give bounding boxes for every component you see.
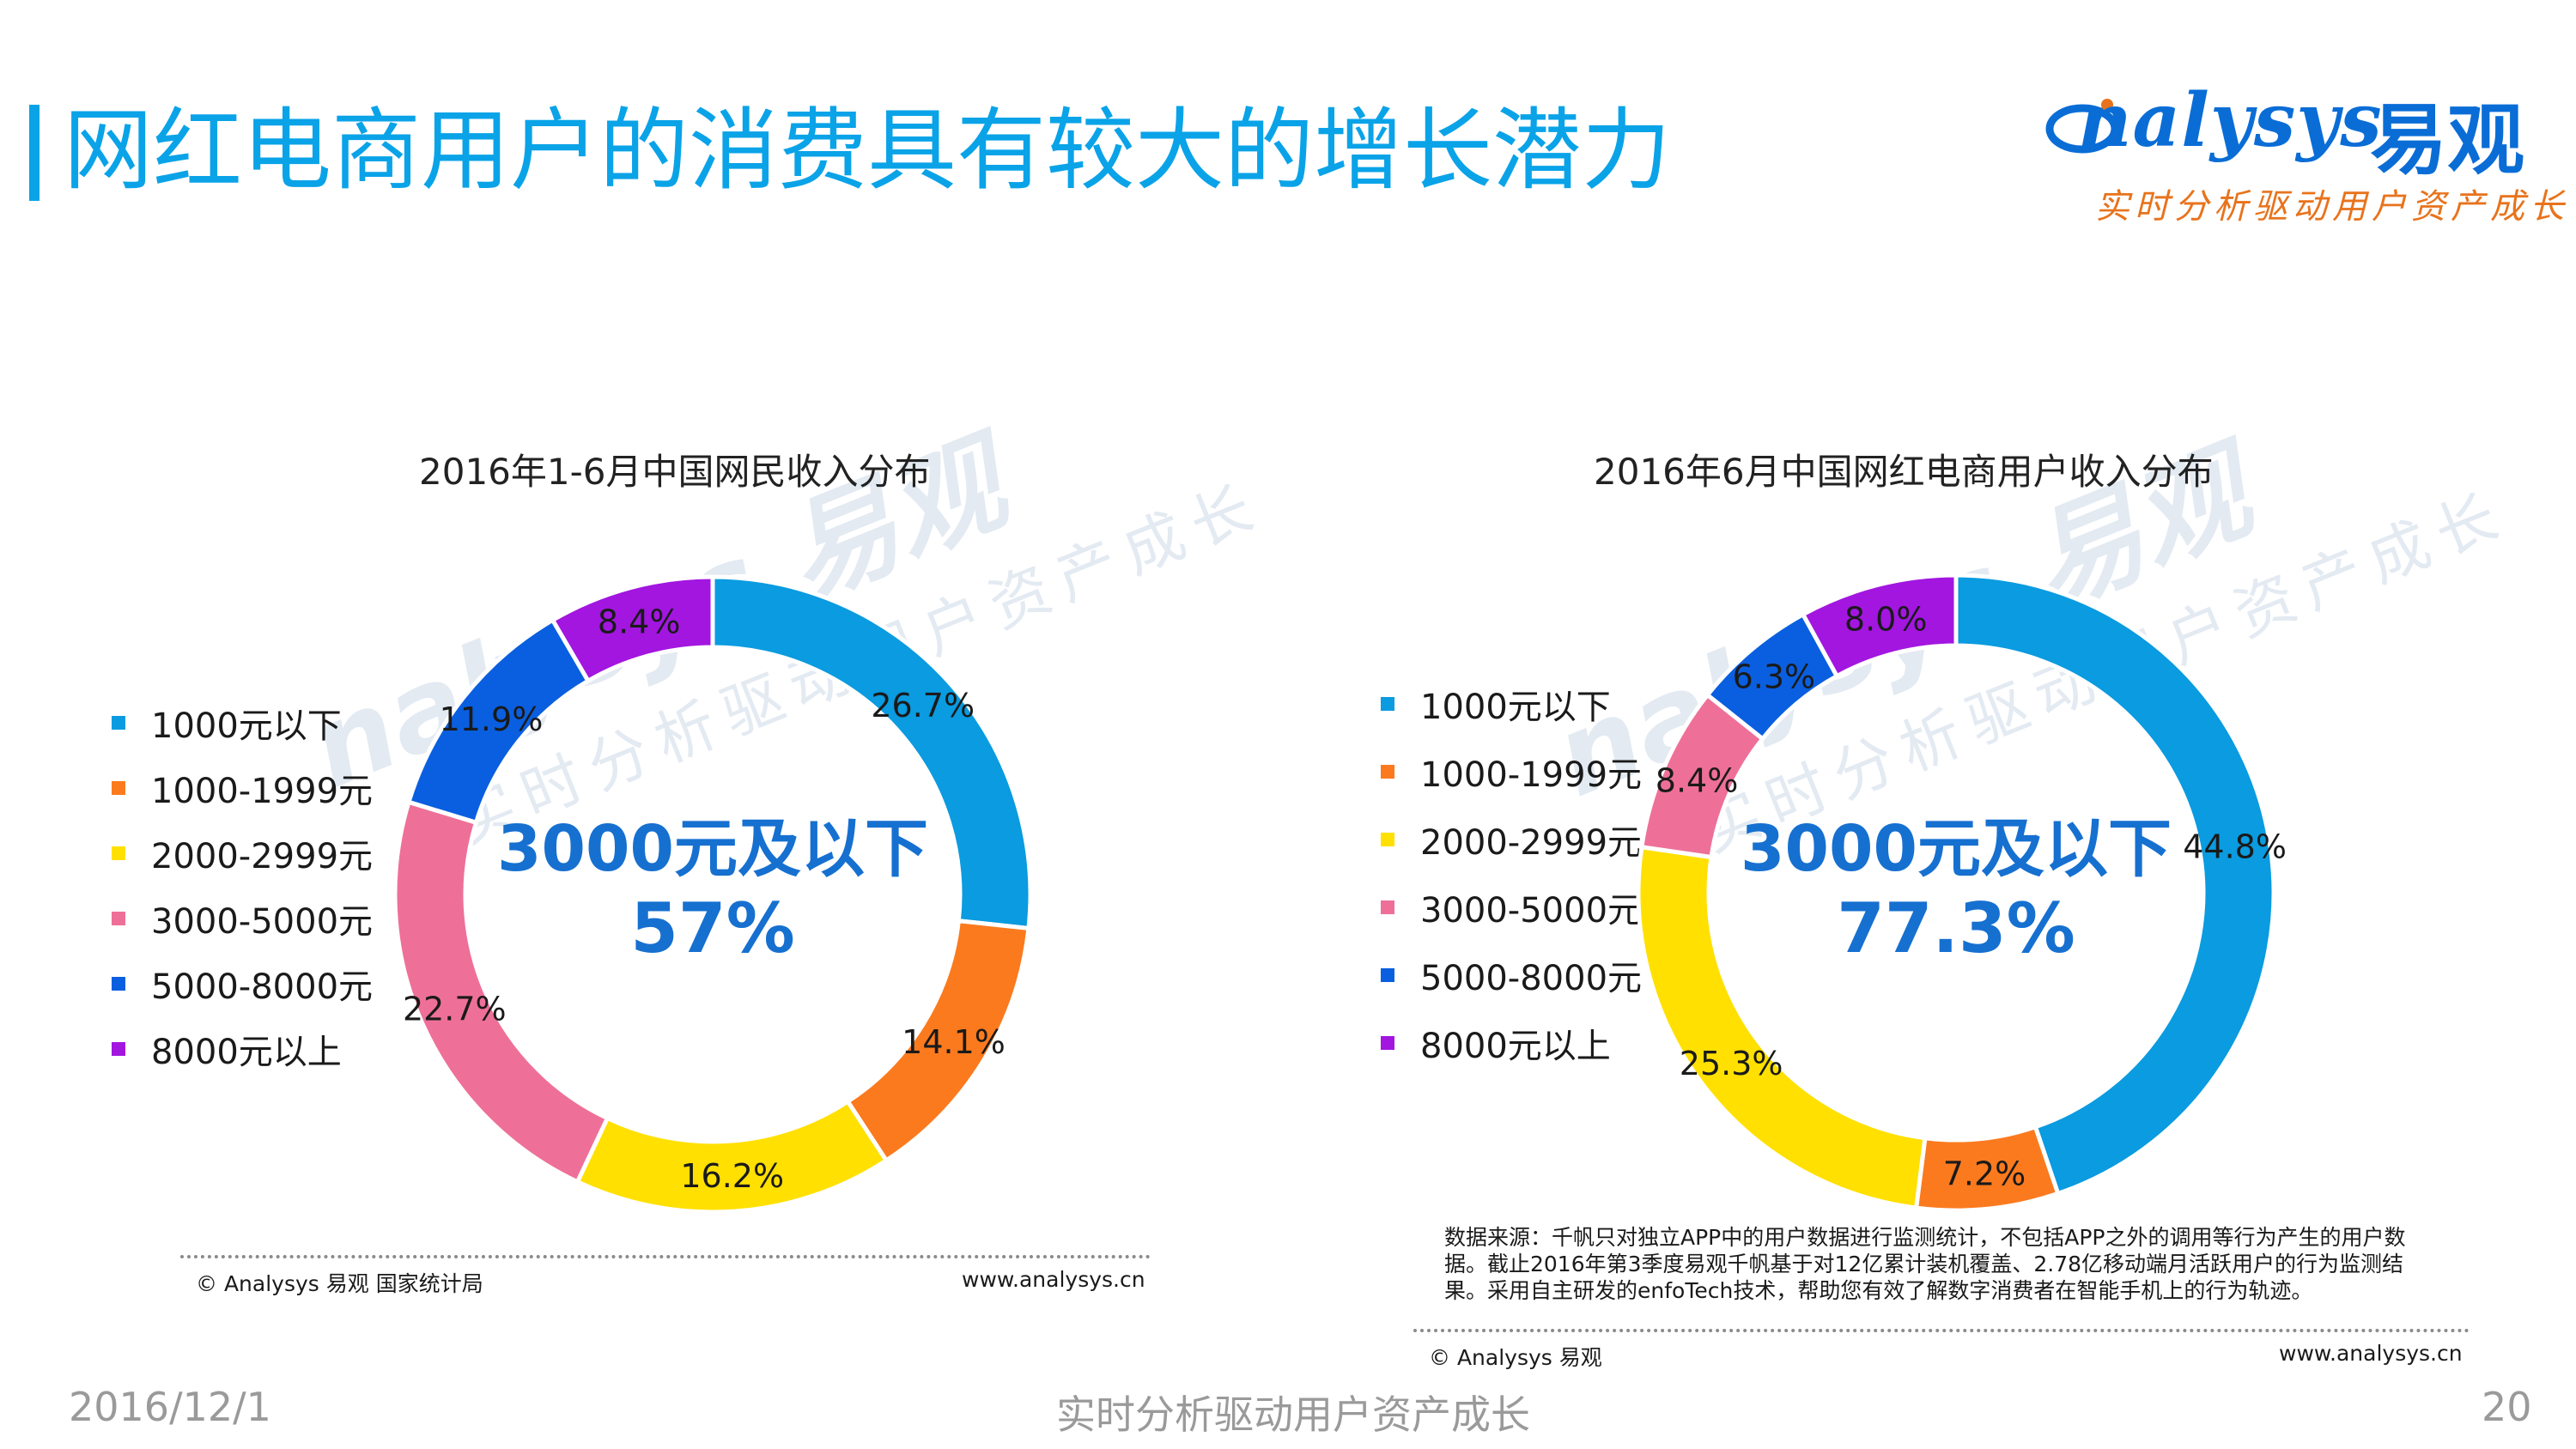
chart-2-source-right: www.analysys.cn: [2279, 1341, 2463, 1366]
chart-1-legend-item: 8000元以上: [112, 1016, 373, 1082]
legend-label: 1000元以下: [1420, 687, 1611, 727]
legend-swatch: [1381, 900, 1394, 914]
legend-swatch: [1381, 764, 1394, 779]
title-accent-bar: [29, 105, 39, 201]
chart-2-center-line1: 3000元及以下: [1741, 812, 2172, 886]
chart-1-legend-item: 1000-1999元: [112, 755, 373, 821]
slice-data-label: 25.3%: [1680, 1045, 1783, 1082]
donut-slice: [550, 574, 715, 684]
slice-data-label: 14.1%: [902, 1023, 1005, 1061]
slice-data-label: 26.7%: [871, 687, 975, 724]
legend-swatch: [112, 912, 125, 925]
chart-1-legend-item: 1000元以下: [112, 690, 373, 755]
slice-data-label: 44.8%: [2183, 828, 2287, 865]
footer-slogan: 实时分析驱动用户资产成长: [1056, 1391, 1530, 1438]
chart-2-legend-item: 1000-1999元: [1381, 737, 1642, 805]
chart-2-legend-item: 3000-5000元: [1381, 873, 1642, 941]
slice-data-label: 6.3%: [1733, 658, 1816, 695]
legend-swatch: [1381, 832, 1394, 846]
slice-data-label: 7.2%: [1943, 1155, 2026, 1192]
legend-swatch: [112, 977, 125, 991]
chart-2-legend-item: 8000元以上: [1381, 1009, 1642, 1076]
chart-1-center-line2: 57%: [630, 888, 795, 968]
chart-2-legend-item: 2000-2999元: [1381, 805, 1642, 873]
donut-slice: [1800, 573, 1959, 680]
chart-2-legend-item: 1000元以下: [1381, 670, 1642, 737]
legend-swatch: [112, 846, 125, 860]
legend-label: 1000-1999元: [1420, 755, 1643, 795]
slice-data-label: 8.4%: [598, 603, 681, 640]
analysys-logo: nalysys 易观 实时分析驱动用户资产成长: [2044, 77, 2564, 227]
chart-2-data-note: 数据来源：千帆只对独立APP中的用户数据进行监测统计，不包括APP之外的调用等行…: [1444, 1225, 2406, 1303]
chart-1-title: 2016年1-6月中国网民收入分布: [419, 451, 931, 493]
legend-label: 2000-2999元: [1420, 822, 1643, 863]
footer-page-number: 20: [2482, 1384, 2532, 1430]
chart-1-source-left: © Analysys 易观 国家统计局: [196, 1271, 483, 1296]
legend-swatch: [112, 1042, 125, 1056]
chart-1-donut: 26.7% 14.1% 16.2% 22.7% 11.9% 8.4%: [392, 574, 1033, 1215]
legend-label: 3000-5000元: [151, 902, 374, 942]
footer-date: 2016/12/1: [69, 1384, 271, 1430]
chart-2-center-line2: 77.3%: [1837, 888, 2075, 968]
legend-label: 3000-5000元: [1420, 890, 1643, 931]
chart-2-legend: 1000元以下 1000-1999元 2000-2999元 3000-5000元…: [1381, 670, 1642, 1076]
chart-2-source-left: © Analysys 易观: [1429, 1345, 1602, 1370]
chart-1-legend-item: 3000-5000元: [112, 886, 373, 951]
logo-cn-name: 易观: [2370, 95, 2524, 185]
legend-label: 8000元以上: [1420, 1026, 1611, 1066]
slice-data-label: 8.4%: [1656, 761, 1739, 799]
chart-2-legend-item: 5000-8000元: [1381, 941, 1642, 1009]
logo-orbit-icon: [2045, 99, 2119, 154]
logo-wordmark: nalysys: [2078, 77, 2383, 164]
logo-slogan: 实时分析驱动用户资产成长: [2095, 187, 2569, 227]
slice-data-label: 11.9%: [440, 700, 544, 738]
legend-swatch: [112, 716, 125, 730]
chart-1-center-line1: 3000元及以下: [497, 812, 928, 886]
legend-label: 5000-8000元: [151, 967, 374, 1007]
slice-data-label: 16.2%: [680, 1157, 784, 1195]
chart-1-source-right: www.analysys.cn: [962, 1267, 1145, 1292]
legend-label: 8000元以上: [151, 1033, 342, 1072]
chart-2-center-label: 3000元及以下 77.3%: [1724, 810, 2188, 970]
donut-slice: [1953, 573, 2276, 1197]
chart-1-legend-item: 5000-8000元: [112, 951, 373, 1016]
legend-swatch: [1381, 1035, 1394, 1050]
legend-swatch: [1381, 967, 1394, 982]
legend-label: 1000-1999元: [151, 772, 374, 811]
slice-data-label: 22.7%: [403, 991, 507, 1028]
chart-1-divider: [180, 1255, 1151, 1258]
slice-data-label: 8.0%: [1844, 600, 1928, 638]
legend-label: 1000元以下: [151, 706, 342, 746]
chart-1-legend-item: 2000-2999元: [112, 821, 373, 886]
legend-label: 2000-2999元: [151, 837, 374, 876]
legend-swatch: [112, 781, 125, 795]
chart-1-center-label: 3000元及以下 57%: [481, 810, 945, 970]
chart-2-donut: 44.8% 7.2% 25.3% 8.4% 6.3% 8.0%: [1636, 573, 2287, 1213]
legend-label: 5000-8000元: [1420, 958, 1643, 998]
chart-1-legend: 1000元以下 1000-1999元 2000-2999元 3000-5000元…: [112, 690, 373, 1082]
chart-2-divider: [1413, 1329, 2470, 1332]
page-title: 网红电商用户的消费具有较大的增长潜力: [64, 98, 1672, 203]
legend-swatch: [1381, 696, 1394, 711]
chart-2-title: 2016年6月中国网红电商用户收入分布: [1594, 451, 2214, 493]
